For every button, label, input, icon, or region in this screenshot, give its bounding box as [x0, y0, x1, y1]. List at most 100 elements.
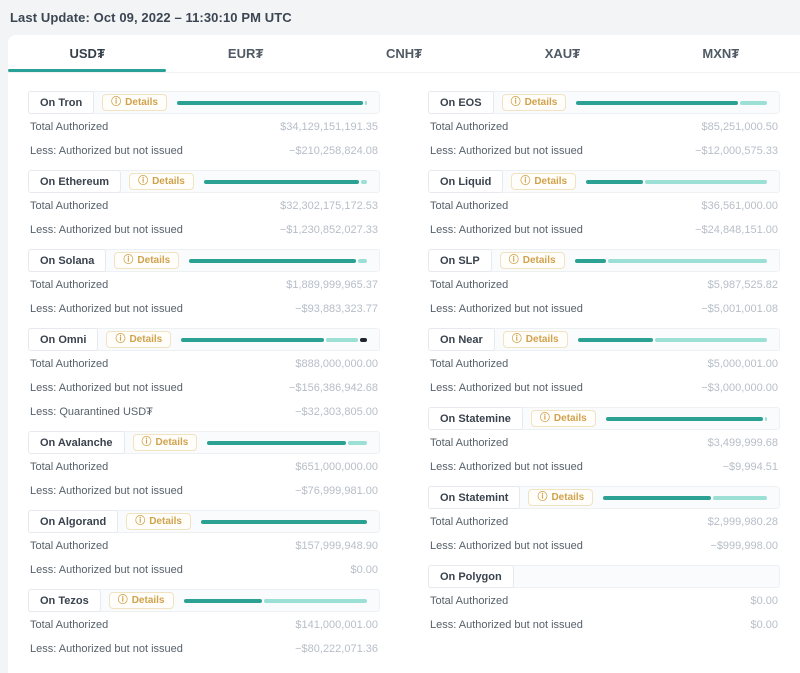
- details-button-label: Details: [524, 97, 558, 108]
- details-button[interactable]: ⓘ Details: [502, 331, 568, 348]
- info-icon: ⓘ: [111, 96, 122, 108]
- chain-card: On EOS ⓘ Details Total Authorized $85,251…: [428, 91, 780, 163]
- issuance-bar: [201, 519, 367, 524]
- currency-tab-bar: USD₮ EUR₮ CNH₮ XAU₮ MXN₮: [8, 35, 800, 73]
- chain-card-header: On SLP ⓘ Details: [428, 249, 780, 272]
- tab-usdt[interactable]: USD₮: [8, 35, 167, 72]
- chain-card: On Polygon Total Authorized $0.00 Less: Au…: [428, 565, 780, 637]
- details-button[interactable]: ⓘ Details: [132, 434, 198, 451]
- row-label: Less: Authorized but not issued: [430, 619, 583, 631]
- chain-name: On EOS: [428, 91, 494, 114]
- bar-segment-teal: [189, 258, 357, 263]
- details-button[interactable]: ⓘ Details: [102, 94, 167, 111]
- ledger-rows: Total Authorized $157,999,948.90 Less: Aut…: [28, 533, 380, 582]
- ledger-row: Total Authorized $0.00: [429, 589, 779, 613]
- chain-name: On Tezos: [28, 589, 101, 612]
- details-button-label: Details: [525, 334, 559, 345]
- ledger-row: Less: Authorized but not issued $0.00: [29, 558, 379, 582]
- details-button[interactable]: ⓘ Details: [106, 331, 172, 348]
- details-button-label: Details: [551, 492, 585, 503]
- ledger-rows: Total Authorized $0.00 Less: Authorized bu…: [428, 588, 780, 637]
- row-label: Total Authorized: [30, 461, 109, 473]
- bar-segment-teal: [577, 337, 653, 342]
- bar-segment-light: [740, 100, 767, 105]
- details-button[interactable]: ⓘ Details: [129, 173, 194, 190]
- details-button[interactable]: ⓘ Details: [499, 252, 565, 269]
- details-button-label: Details: [149, 516, 182, 527]
- chain-name: On Statemine: [428, 407, 523, 430]
- ledger-rows: Total Authorized $34,129,151,191.35 Less: …: [28, 114, 380, 163]
- tab-xaut[interactable]: XAU₮: [544, 46, 581, 61]
- row-value: $1,889,999,965.37: [286, 279, 378, 291]
- chain-card: On Tezos ⓘ Details Total Authorized $141,…: [28, 589, 380, 661]
- column-right: On EOS ⓘ Details Total Authorized $85,251…: [428, 91, 780, 668]
- chain-card: On Near ⓘ Details Total Authorized $5,000…: [428, 328, 780, 400]
- row-value: −$1,230,852,027.33: [279, 224, 378, 236]
- bar-segment-teal: [176, 100, 363, 105]
- info-icon: ⓘ: [115, 333, 126, 345]
- ledger-row: Less: Authorized but not issued −$156,386…: [29, 376, 379, 400]
- issuance-bar: [203, 179, 367, 184]
- row-value: $0.00: [350, 564, 378, 576]
- row-label: Total Authorized: [430, 200, 509, 212]
- chain-card: On Avalanche ⓘ Details Total Authorized $…: [28, 431, 380, 503]
- row-value: $2,999,980.28: [707, 516, 778, 528]
- ledger-row: Total Authorized $85,251,000.50: [429, 115, 779, 139]
- issuance-bar: [577, 337, 767, 342]
- issuance-bar: [181, 337, 367, 342]
- row-label: Less: Quarantined USD₮: [30, 406, 153, 418]
- chain-card: On Tron ⓘ Details Total Authorized $34,12…: [28, 91, 380, 163]
- issuance-bar: [576, 100, 767, 105]
- chain-card: On Statemint ⓘ Details Total Authorized $…: [428, 486, 780, 558]
- ledger-rows: Total Authorized $2,999,980.28 Less: Autho…: [428, 509, 780, 558]
- details-button[interactable]: ⓘ Details: [528, 489, 594, 506]
- chain-card-header: On Liquid ⓘ Details: [428, 170, 780, 193]
- ledger-row: Total Authorized $651,000,000.00: [29, 455, 379, 479]
- info-icon: ⓘ: [537, 491, 548, 503]
- details-button-label: Details: [125, 97, 158, 108]
- row-value: −$9,994.51: [722, 461, 778, 473]
- details-button-label: Details: [522, 255, 556, 266]
- ledger-row: Less: Authorized but not issued −$93,883,…: [29, 297, 379, 321]
- info-icon: ⓘ: [539, 412, 550, 424]
- tab-mxnt[interactable]: MXN₮: [702, 46, 740, 61]
- info-icon: ⓘ: [520, 175, 531, 187]
- issuance-bar: [176, 100, 367, 105]
- row-value: $32,302,175,172.53: [280, 200, 378, 212]
- details-button[interactable]: ⓘ Details: [108, 592, 174, 609]
- ledger-row: Less: Authorized but not issued −$1,230,8…: [29, 218, 379, 242]
- chain-name: On Ethereum: [28, 170, 122, 193]
- ledger-row: Total Authorized $2,999,980.28: [429, 510, 779, 534]
- ledger-row: Less: Authorized but not issued −$76,999,…: [29, 479, 379, 503]
- chain-name: On Tron: [28, 91, 95, 114]
- bar-segment-teal: [203, 179, 359, 184]
- chain-card-header: On Ethereum ⓘ Details: [28, 170, 380, 193]
- bar-segment-teal: [181, 337, 325, 342]
- details-button[interactable]: ⓘ Details: [126, 513, 191, 530]
- chain-name: On SLP: [428, 249, 492, 272]
- chain-card: On Solana ⓘ Details Total Authorized $1,8…: [28, 249, 380, 321]
- row-label: Less: Authorized but not issued: [430, 224, 583, 236]
- ledger-row: Less: Authorized but not issued −$12,000,…: [429, 139, 779, 163]
- tab-cnht[interactable]: CNH₮: [385, 46, 423, 61]
- ledger-row: Less: Authorized but not issued −$5,001,0…: [429, 297, 779, 321]
- details-button[interactable]: ⓘ Details: [501, 94, 567, 111]
- info-icon: ⓘ: [508, 254, 519, 266]
- bar-segment-light: [713, 495, 767, 500]
- row-label: Less: Authorized but not issued: [30, 145, 183, 157]
- chain-name: On Liquid: [428, 170, 504, 193]
- ledger-row: Total Authorized $32,302,175,172.53: [29, 194, 379, 218]
- tab-eurt[interactable]: EUR₮: [227, 46, 264, 61]
- chain-name: On Polygon: [428, 565, 514, 588]
- details-button[interactable]: ⓘ Details: [511, 173, 577, 190]
- row-label: Total Authorized: [30, 121, 109, 133]
- details-button[interactable]: ⓘ Details: [530, 410, 596, 427]
- chain-card-header: On Statemine ⓘ Details: [428, 407, 780, 430]
- ledger-rows: Total Authorized $141,000,001.00 Less: Aut…: [28, 612, 380, 661]
- issuance-bar: [603, 495, 767, 500]
- issuance-bar: [207, 440, 367, 445]
- info-icon: ⓘ: [135, 515, 146, 527]
- row-value: −$76,999,981.00: [295, 485, 378, 497]
- ledger-rows: Total Authorized $3,499,999.68 Less: Autho…: [428, 430, 780, 479]
- details-button[interactable]: ⓘ Details: [114, 252, 180, 269]
